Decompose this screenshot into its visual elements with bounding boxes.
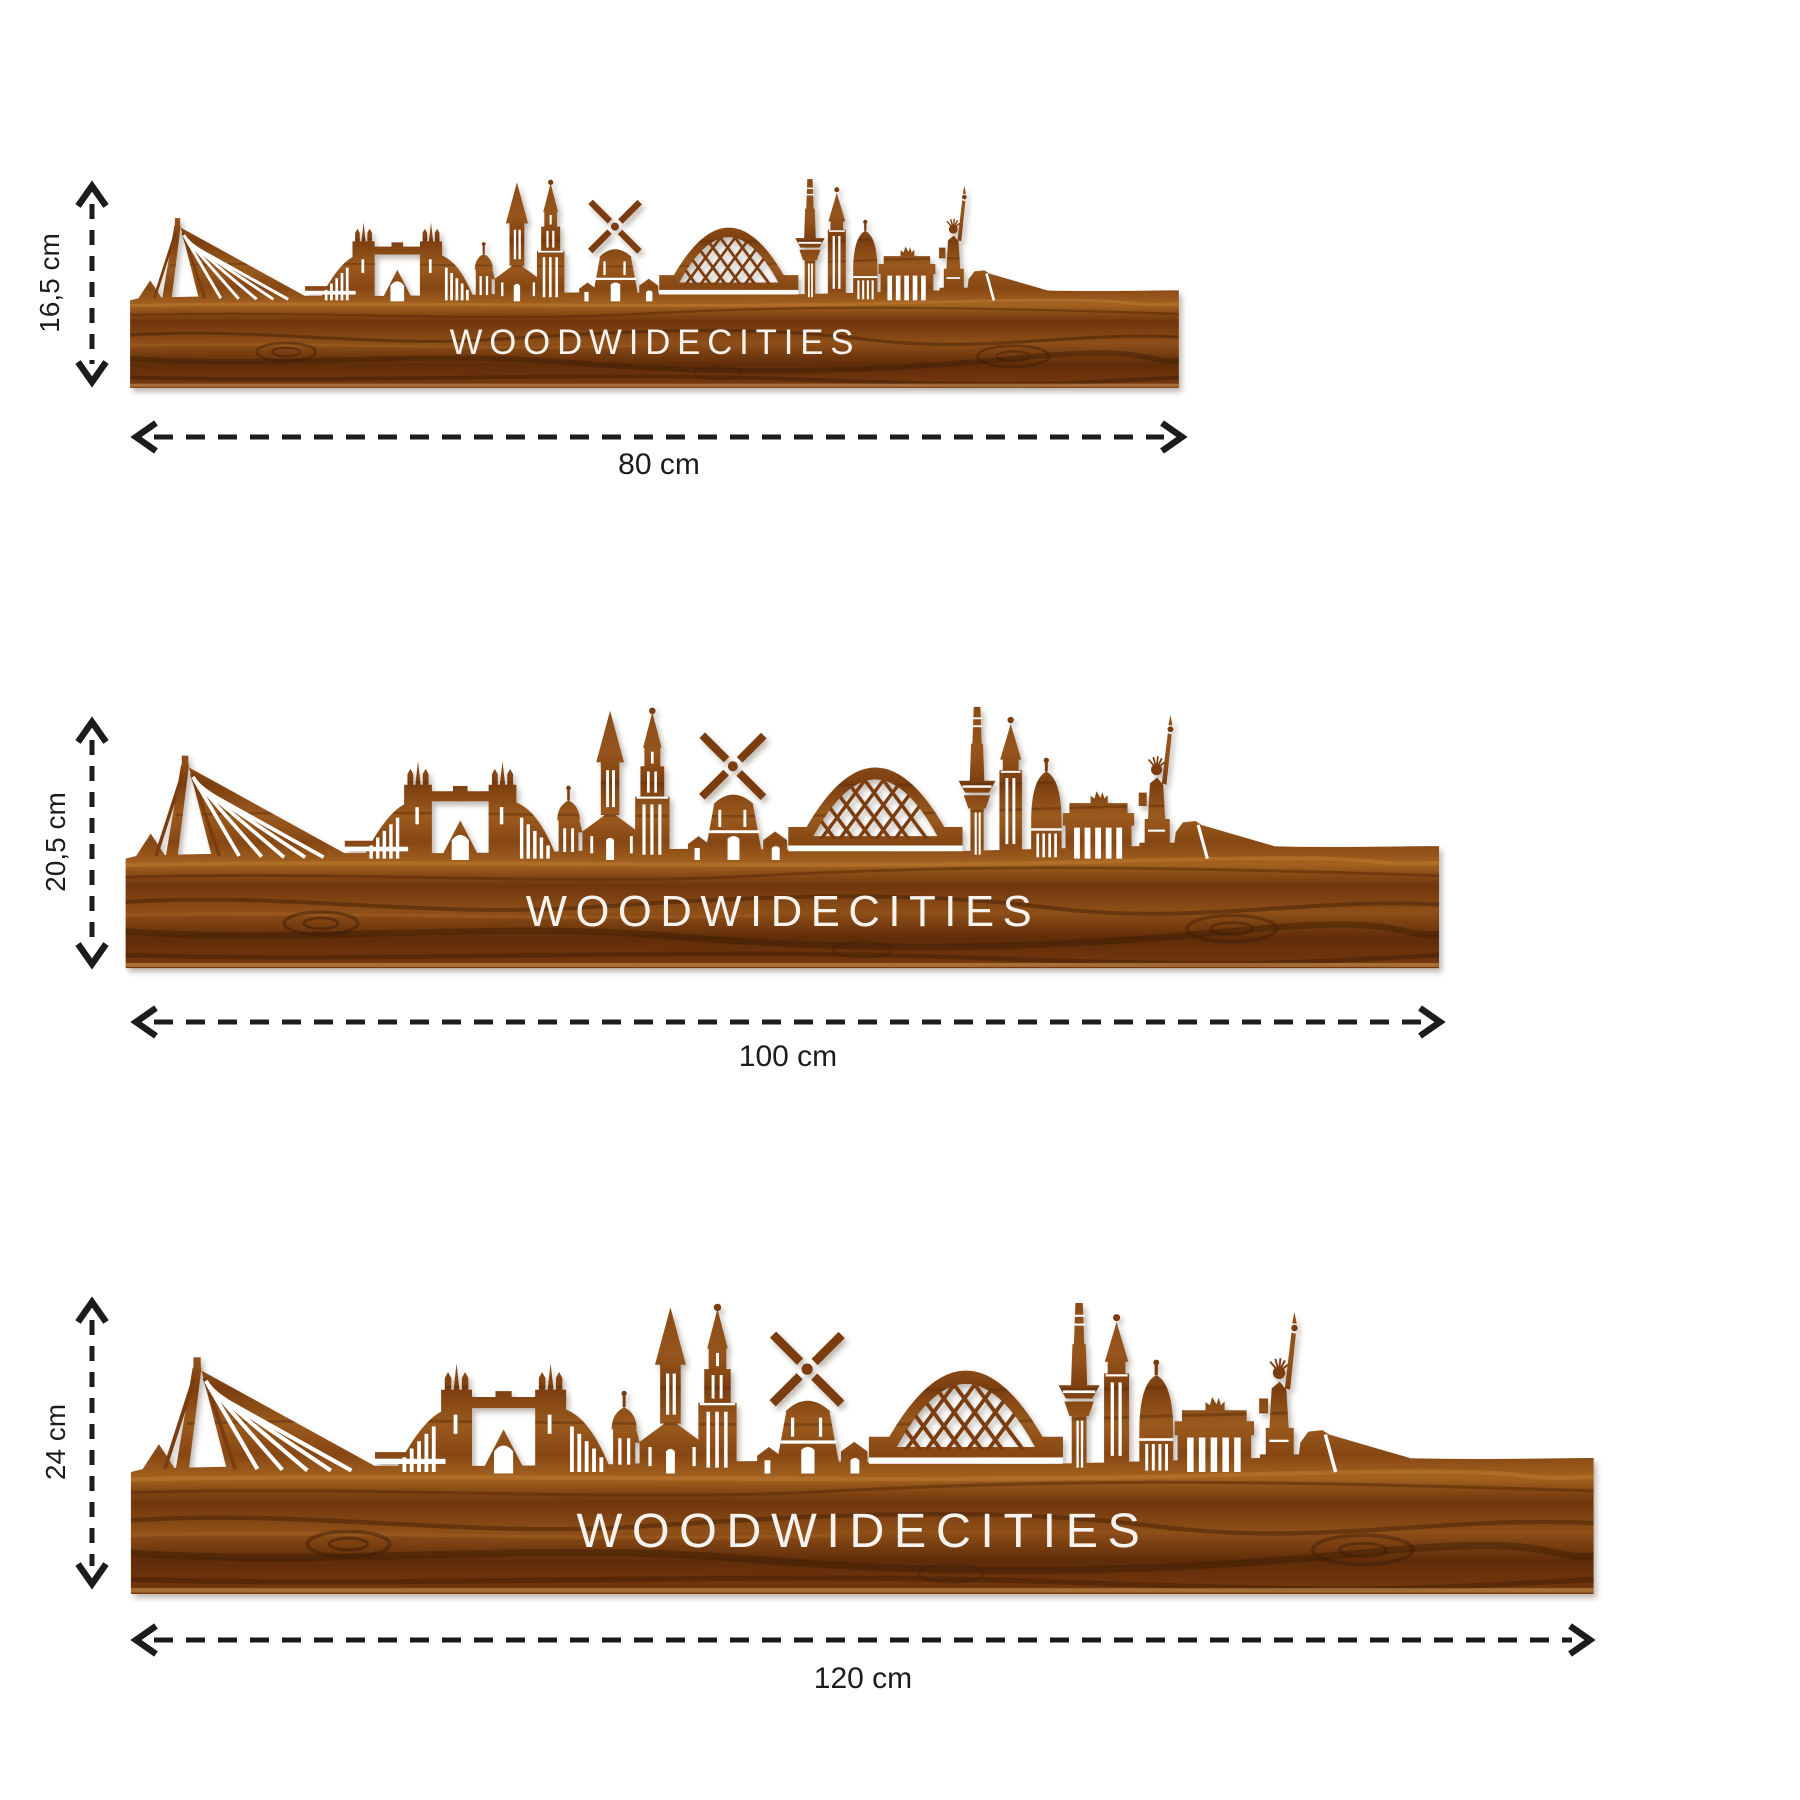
height-dimension-label: 24 cm bbox=[40, 1403, 71, 1481]
skyline-product-100cm bbox=[123, 704, 1443, 971]
height-dimension-label: 20,5 cm bbox=[40, 792, 71, 892]
width-dimension-arrow-100 bbox=[130, 1005, 1446, 1039]
width-dimension-arrow-80 bbox=[130, 420, 1188, 454]
height-dimension-arrow-100 bbox=[75, 716, 109, 970]
width-dimension-label: 100 cm bbox=[738, 1040, 838, 1073]
width-dimension-arrow-120 bbox=[130, 1623, 1596, 1657]
skyline-product-120cm bbox=[128, 1300, 1598, 1597]
width-dimension-label: 80 cm bbox=[618, 448, 700, 481]
width-dimension-label: 120 cm bbox=[813, 1662, 913, 1695]
skyline-product-80cm bbox=[128, 177, 1182, 390]
height-dimension-arrow-80 bbox=[75, 180, 109, 388]
height-dimension-label: 16,5 cm bbox=[34, 233, 65, 333]
height-dimension-arrow-120 bbox=[75, 1296, 109, 1590]
